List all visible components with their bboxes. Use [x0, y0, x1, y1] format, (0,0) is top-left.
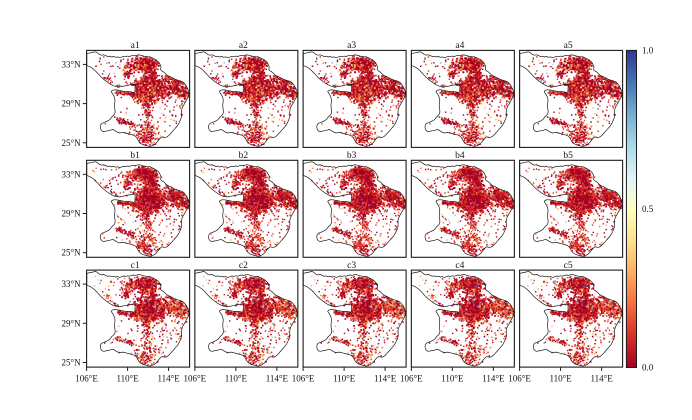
- svg-text:c5: c5: [564, 261, 573, 271]
- svg-text:b1: b1: [130, 151, 140, 161]
- svg-text:110°E: 110°E: [225, 373, 248, 383]
- svg-text:114°E: 114°E: [374, 373, 397, 383]
- svg-text:110°E: 110°E: [441, 373, 464, 383]
- svg-text:a4: a4: [455, 41, 464, 51]
- svg-text:33°N: 33°N: [61, 59, 81, 69]
- svg-text:1.0: 1.0: [642, 46, 654, 56]
- svg-text:0.5: 0.5: [642, 204, 654, 214]
- svg-text:106°E: 106°E: [184, 373, 207, 383]
- svg-text:a1: a1: [131, 41, 140, 51]
- svg-text:b2: b2: [239, 151, 249, 161]
- svg-text:106°E: 106°E: [400, 373, 423, 383]
- svg-text:29°N: 29°N: [61, 318, 81, 328]
- svg-text:c3: c3: [347, 261, 356, 271]
- svg-text:b4: b4: [455, 151, 465, 161]
- svg-text:33°N: 33°N: [61, 279, 81, 289]
- svg-text:c4: c4: [455, 261, 464, 271]
- svg-text:106°E: 106°E: [75, 373, 98, 383]
- svg-text:29°N: 29°N: [61, 209, 81, 219]
- svg-text:25°N: 25°N: [61, 358, 81, 368]
- svg-text:a5: a5: [564, 41, 573, 51]
- svg-text:114°E: 114°E: [590, 373, 613, 383]
- svg-text:b3: b3: [347, 151, 357, 161]
- svg-text:c1: c1: [131, 261, 140, 271]
- svg-text:29°N: 29°N: [61, 99, 81, 109]
- svg-text:25°N: 25°N: [61, 138, 81, 148]
- svg-text:114°E: 114°E: [157, 373, 180, 383]
- svg-text:114°E: 114°E: [266, 373, 289, 383]
- svg-text:c2: c2: [239, 261, 248, 271]
- svg-text:110°E: 110°E: [549, 373, 572, 383]
- svg-text:a3: a3: [347, 41, 356, 51]
- svg-text:0.0: 0.0: [642, 363, 654, 373]
- svg-text:33°N: 33°N: [61, 169, 81, 179]
- svg-text:106°E: 106°E: [292, 373, 315, 383]
- svg-text:25°N: 25°N: [61, 248, 81, 258]
- svg-text:a2: a2: [239, 41, 248, 51]
- svg-text:b5: b5: [563, 151, 573, 161]
- svg-text:106°E: 106°E: [508, 373, 531, 383]
- svg-text:110°E: 110°E: [116, 373, 139, 383]
- svg-text:114°E: 114°E: [482, 373, 505, 383]
- svg-text:110°E: 110°E: [333, 373, 356, 383]
